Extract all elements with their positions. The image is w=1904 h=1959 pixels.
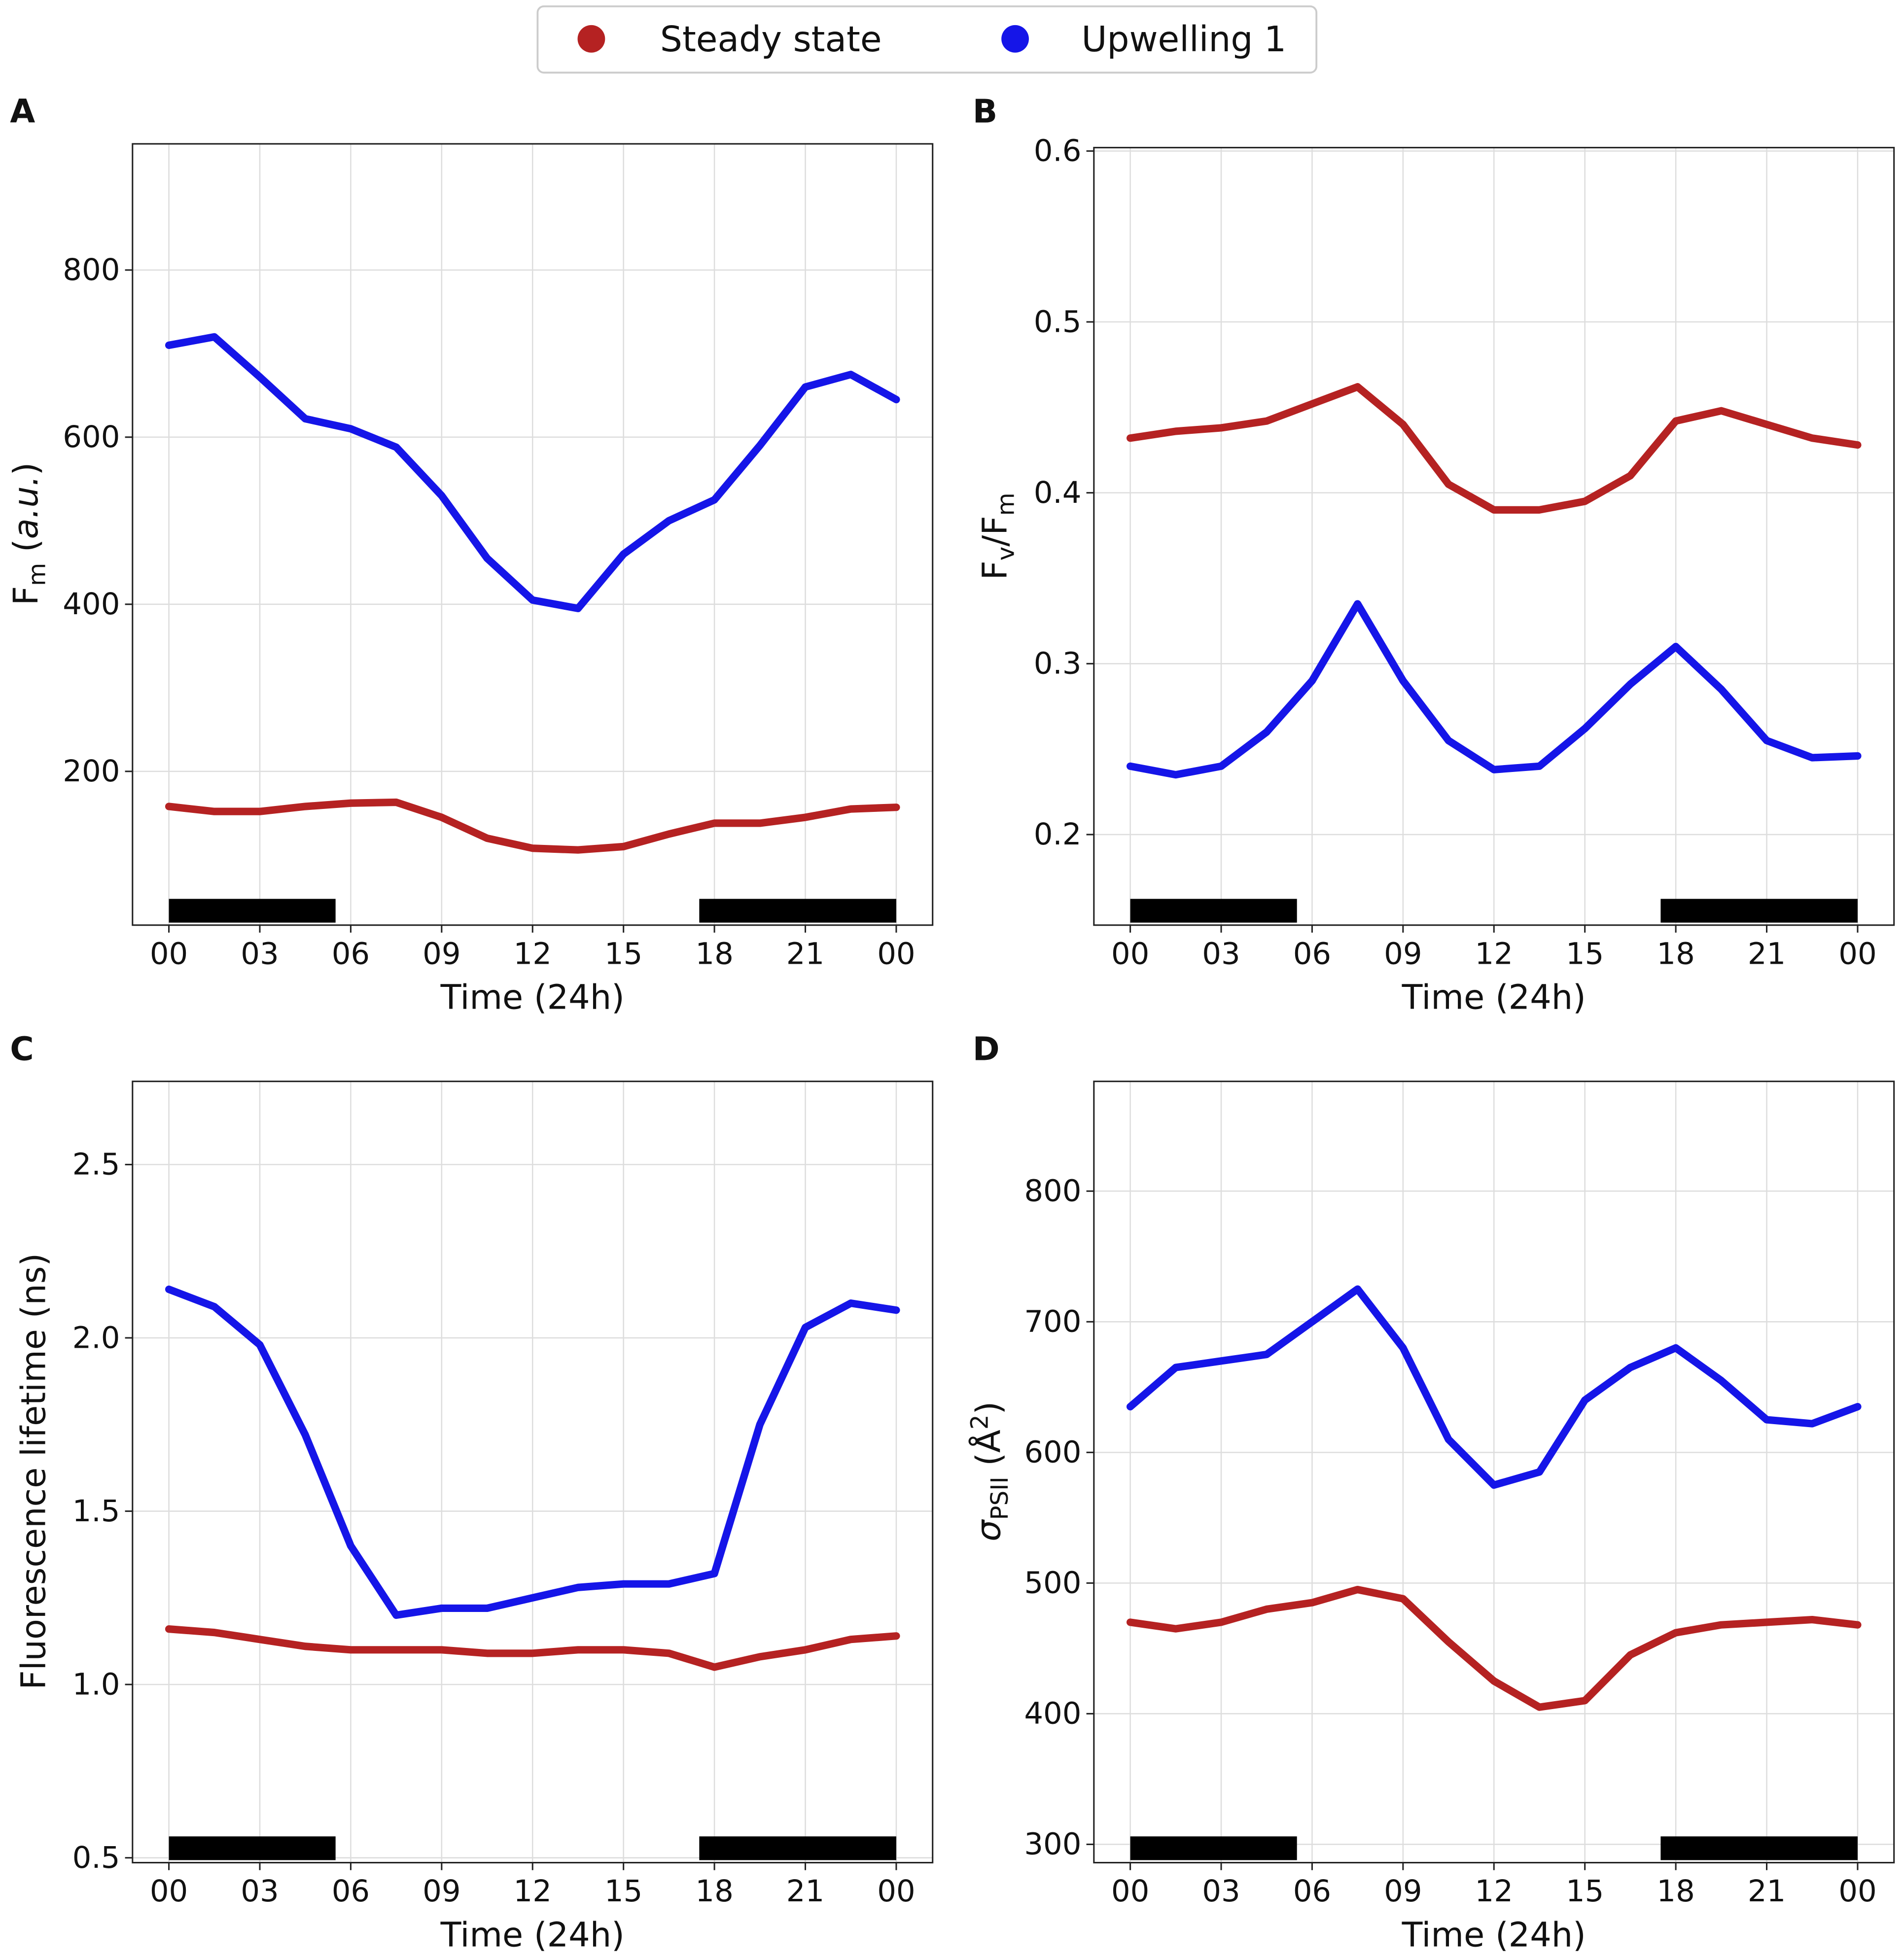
x-tick-label: 12 xyxy=(1475,937,1513,971)
x-axis-label: Time (24h) xyxy=(1402,978,1586,1017)
x-tick-label: 21 xyxy=(786,937,824,971)
night-bar xyxy=(1660,899,1858,923)
x-tick-label: 00 xyxy=(877,937,915,971)
x-tick-label: 00 xyxy=(150,1874,188,1909)
panel-label: C xyxy=(10,1030,34,1068)
legend-marker xyxy=(577,25,605,53)
night-bar xyxy=(699,1836,896,1860)
y-tick-label: 0.4 xyxy=(1034,476,1082,510)
legend-label: Steady state xyxy=(660,19,882,60)
y-tick-label: 0.6 xyxy=(1034,134,1082,169)
y-tick-label: 500 xyxy=(1024,1566,1081,1601)
y-axis-label: Fluorescence lifetime (ns) xyxy=(14,1253,53,1690)
y-tick-label: 200 xyxy=(63,754,120,789)
x-tick-label: 21 xyxy=(1748,937,1786,971)
night-bar xyxy=(1130,1836,1297,1860)
y-tick-label: 1.5 xyxy=(72,1494,120,1529)
x-tick-label: 00 xyxy=(1111,1874,1149,1909)
x-tick-label: 09 xyxy=(423,937,460,971)
x-tick-label: 09 xyxy=(1384,1874,1422,1909)
y-tick-label: 400 xyxy=(63,587,120,622)
x-tick-label: 00 xyxy=(1838,1874,1876,1909)
x-tick-label: 12 xyxy=(514,1874,552,1909)
y-tick-label: 600 xyxy=(63,420,120,455)
y-tick-label: 2.0 xyxy=(72,1321,120,1355)
y-tick-label: 400 xyxy=(1024,1697,1081,1731)
plot-frame xyxy=(1093,1081,1895,1864)
y-tick-label: 0.2 xyxy=(1034,817,1082,852)
x-tick-label: 00 xyxy=(1838,937,1876,971)
x-axis-label: Time (24h) xyxy=(440,978,625,1017)
night-bar xyxy=(1130,899,1297,923)
y-axis-label: Fv/Fm xyxy=(975,492,1020,580)
x-tick-label: 18 xyxy=(695,1874,733,1909)
y-tick-label: 700 xyxy=(1024,1305,1081,1339)
legend-label: Upwelling 1 xyxy=(1081,19,1286,60)
y-axis-label: Fm (a.u.) xyxy=(6,462,51,605)
series-line xyxy=(165,333,900,612)
x-tick-label: 09 xyxy=(1384,937,1422,971)
series-line xyxy=(1126,1285,1862,1489)
series-line xyxy=(1126,600,1862,779)
y-tick-label: 0.5 xyxy=(72,1841,120,1875)
x-tick-label: 03 xyxy=(1202,937,1240,971)
x-tick-label: 18 xyxy=(695,937,733,971)
night-bar xyxy=(169,1836,336,1860)
y-tick-label: 1.0 xyxy=(72,1667,120,1702)
y-tick-label: 0.5 xyxy=(1034,305,1082,339)
x-tick-label: 18 xyxy=(1657,1874,1694,1909)
series-line xyxy=(165,1285,900,1619)
series-line xyxy=(165,1625,900,1671)
x-tick-label: 06 xyxy=(332,937,370,971)
panel-label: D xyxy=(973,1030,1000,1068)
x-tick-label: 12 xyxy=(514,937,552,971)
x-axis-label: Time (24h) xyxy=(440,1915,625,1955)
x-tick-label: 03 xyxy=(1202,1874,1240,1909)
y-tick-label: 2.5 xyxy=(72,1148,120,1182)
y-tick-label: 800 xyxy=(63,253,120,287)
x-tick-label: 03 xyxy=(241,1874,279,1909)
plot-frame xyxy=(132,143,934,926)
y-axis-label: σPSII (Å2) xyxy=(966,1401,1014,1541)
x-tick-label: 00 xyxy=(150,937,188,971)
series-line xyxy=(1126,1586,1862,1711)
x-tick-label: 15 xyxy=(604,937,642,971)
night-bar xyxy=(699,899,896,923)
y-tick-label: 300 xyxy=(1024,1827,1081,1862)
x-tick-label: 21 xyxy=(1748,1874,1786,1909)
x-tick-label: 03 xyxy=(241,937,279,971)
x-tick-label: 06 xyxy=(1293,937,1331,971)
x-tick-label: 18 xyxy=(1657,937,1694,971)
night-bar xyxy=(169,899,336,923)
x-tick-label: 00 xyxy=(1111,937,1149,971)
x-tick-label: 06 xyxy=(332,1874,370,1909)
y-tick-label: 0.3 xyxy=(1034,647,1082,681)
x-tick-label: 15 xyxy=(604,1874,642,1909)
night-bar xyxy=(1660,1836,1858,1860)
x-tick-label: 06 xyxy=(1293,1874,1331,1909)
y-tick-label: 600 xyxy=(1024,1435,1081,1470)
plot-frame xyxy=(132,1081,934,1864)
plot-frame xyxy=(1093,146,1895,926)
x-tick-label: 15 xyxy=(1566,1874,1604,1909)
x-axis-label: Time (24h) xyxy=(1402,1915,1586,1955)
x-tick-label: 09 xyxy=(423,1874,460,1909)
legend-box xyxy=(536,5,1318,74)
series-line xyxy=(1126,383,1862,514)
legend-marker xyxy=(1001,25,1029,53)
x-tick-label: 21 xyxy=(786,1874,824,1909)
x-tick-label: 00 xyxy=(877,1874,915,1909)
y-tick-label: 800 xyxy=(1024,1174,1081,1209)
x-tick-label: 15 xyxy=(1566,937,1604,971)
series-line xyxy=(165,798,900,854)
panel-label: A xyxy=(10,93,35,131)
panel-label: B xyxy=(973,93,997,131)
x-tick-label: 12 xyxy=(1475,1874,1513,1909)
